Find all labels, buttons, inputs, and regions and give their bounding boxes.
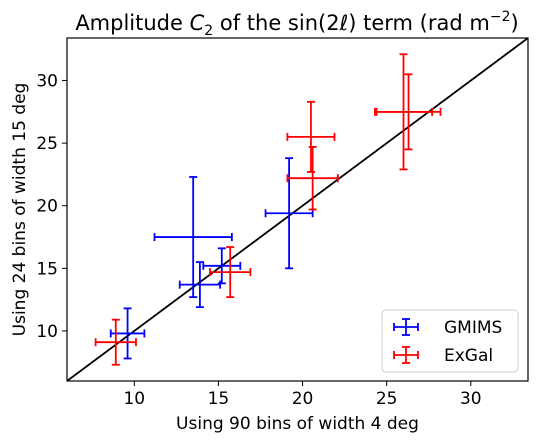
y-tick-label: 20: [36, 197, 58, 217]
x-tick-label: 15: [208, 389, 230, 409]
legend-marker: [393, 318, 419, 336]
x-tick-label: 10: [123, 389, 145, 409]
series-gmims: [109, 157, 314, 360]
error-point: [178, 261, 222, 309]
error-point: [153, 176, 233, 299]
error-point: [209, 246, 252, 299]
plot-area: [67, 38, 528, 381]
y-axis-label: Using 24 bins of width 15 deg: [10, 83, 30, 337]
y-tick-label: 25: [36, 134, 58, 154]
legend-box: [381, 309, 519, 373]
x-tick-label: 20: [292, 389, 314, 409]
chart-title: Amplitude C2 of the sin(2ℓ) term (rad m−…: [75, 9, 518, 39]
x-tick-label: 30: [460, 389, 482, 409]
y-tick-label: 10: [36, 322, 58, 342]
error-point: [264, 157, 314, 270]
legend-label: GMIMS: [444, 318, 502, 338]
y-tick-label: 30: [36, 72, 58, 92]
legend-marker: [393, 346, 419, 364]
error-point: [94, 318, 137, 366]
error-point: [202, 247, 242, 285]
legend: GMIMS ExGal: [381, 309, 519, 373]
x-tick-label: 25: [376, 389, 398, 409]
y-tick-label: 15: [36, 259, 58, 279]
error-point: [286, 146, 339, 211]
error-point: [375, 73, 442, 151]
x-axis-label: Using 90 bins of width 4 deg: [176, 414, 419, 434]
identity-line: [67, 38, 528, 381]
series-exgal: [94, 53, 442, 366]
axis-ticks: 10 15 20 25 30 10 15 20 25 30: [36, 72, 481, 409]
error-point: [286, 100, 336, 173]
legend-label: ExGal: [444, 346, 493, 366]
axes-frame: [66, 37, 529, 382]
